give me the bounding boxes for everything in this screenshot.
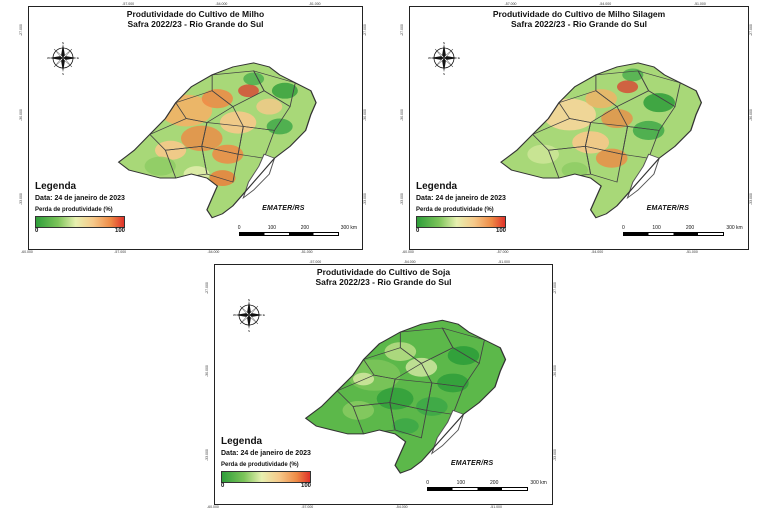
svg-text:W: W [47,56,50,60]
coord-label: -30.000 [400,108,404,121]
coord-label: -54.000 [599,2,612,6]
coord-label: -60.000 [21,250,33,254]
svg-text:N: N [248,298,250,302]
coord-label: -57.000 [504,2,517,6]
svg-text:S: S [443,72,445,75]
coord-label: -51.000 [693,2,706,6]
emater-logo: EMATER/RS [450,460,494,467]
compass-rose-icon: N S W E [47,41,79,75]
coord-label: -27.000 [553,281,557,294]
legend-color-ramp [35,216,125,228]
legend-date: Data: 24 de janeiro de 2023 [35,195,125,202]
coord-label: -51.000 [300,250,313,254]
coord-label: -27.000 [363,24,367,37]
coord-label: -57.000 [301,505,314,509]
coord-label: -27.000 [205,281,209,294]
svg-text:W: W [428,56,431,60]
scale-label: 0 [237,225,241,231]
scale-label: 300 km [726,225,743,231]
scale-label: 100 [456,480,466,486]
rs-state-map [117,62,317,219]
legend-min: 0 [416,228,420,234]
legend-variable: Perda de produtividade (%) [416,207,494,213]
coord-label: -51.000 [685,250,698,254]
coord-label: -51.000 [490,505,502,509]
svg-text:N: N [443,41,445,45]
coord-label: -54.000 [207,250,220,254]
scale-label: 100 [267,225,277,231]
coord-label: -57.000 [114,250,127,254]
coord-label: -33.000 [749,193,753,206]
coord-label: -57.000 [496,250,509,254]
svg-text:N: N [62,41,64,45]
coord-label: -54.000 [215,2,228,6]
emater-logo: EMATER/RS [646,205,690,212]
coord-label: -33.000 [363,193,367,206]
svg-text:E: E [263,313,265,317]
coord-label: -30.000 [553,365,557,378]
svg-text:E: E [77,56,79,60]
scale-label: 0 [426,480,430,486]
legend-color-ramp [221,471,311,483]
svg-text:W: W [233,313,236,317]
scale-bar [622,232,725,236]
rs-state-map [304,319,507,474]
scale-label: 200 [685,225,695,231]
coord-label: -60.000 [207,505,219,509]
map-title: Produtividade do Cultivo de Milho Safra … [126,9,265,29]
legend-title: Legenda [35,181,77,192]
scale-label: 100 [652,225,661,231]
coord-label: -30.000 [205,365,209,378]
coord-label: -30.000 [749,108,753,121]
map-panel-soja: Produtividade do Cultivo de Soja Safra 2… [205,260,557,509]
scale-bar [238,232,339,236]
scale-label: 0 [621,225,625,231]
scale-bar [427,487,529,491]
coord-label: -51.000 [498,260,510,264]
coord-label: -30.000 [19,108,23,121]
map-panel-milho-silagem: Produtividade do Cultivo de Milho Silage… [400,2,753,254]
coord-label: -33.000 [205,449,209,461]
coord-label: -57.000 [122,2,135,6]
legend-title: Legenda [221,436,263,447]
legend-max: 100 [301,483,312,489]
map-title: Produtividade do Cultivo de Soja Safra 2… [315,267,452,287]
scale-label: 200 [490,480,499,486]
coord-label: -33.000 [400,193,404,206]
coord-label: -60.000 [402,250,414,254]
coord-label: -54.000 [591,250,604,254]
coord-label: -57.000 [309,260,322,264]
legend-variable: Perda de produtividade (%) [221,462,299,468]
scale-label: 200 [300,225,310,231]
coord-label: -27.000 [749,24,753,37]
svg-text:E: E [458,56,460,60]
coord-label: -30.000 [363,108,367,121]
svg-text:S: S [62,72,64,75]
coord-label: -27.000 [19,24,23,37]
legend-min: 0 [35,228,39,234]
coord-label: -33.000 [553,449,557,461]
coord-label: -54.000 [395,505,408,509]
scale-label: 300 km [340,225,358,231]
compass-rose-icon: N S W E [428,41,460,75]
legend-title: Legenda [416,181,458,192]
legend-date: Data: 24 de janeiro de 2023 [221,450,311,457]
map-title: Produtividade do Cultivo de Milho Silage… [492,9,666,29]
emater-logo: EMATER/RS [262,205,305,212]
coord-label: -54.000 [403,260,416,264]
legend-date: Data: 24 de janeiro de 2023 [416,195,506,202]
legend-max: 100 [115,228,126,234]
coord-label: -51.000 [308,2,321,6]
svg-text:S: S [248,329,250,332]
rs-state-map [500,62,703,219]
coord-label: -33.000 [19,193,23,206]
coord-label: -27.000 [400,24,404,37]
legend-min: 0 [221,483,225,489]
legend-color-ramp [416,216,506,228]
legend-variable: Perda de produtividade (%) [35,207,113,213]
map-panel-milho: Produtividade do Cultivo de Milho Safra … [19,2,367,254]
compass-rose-icon: N S W E [233,298,265,332]
scale-label: 300 km [530,480,547,486]
legend-max: 100 [496,228,507,234]
